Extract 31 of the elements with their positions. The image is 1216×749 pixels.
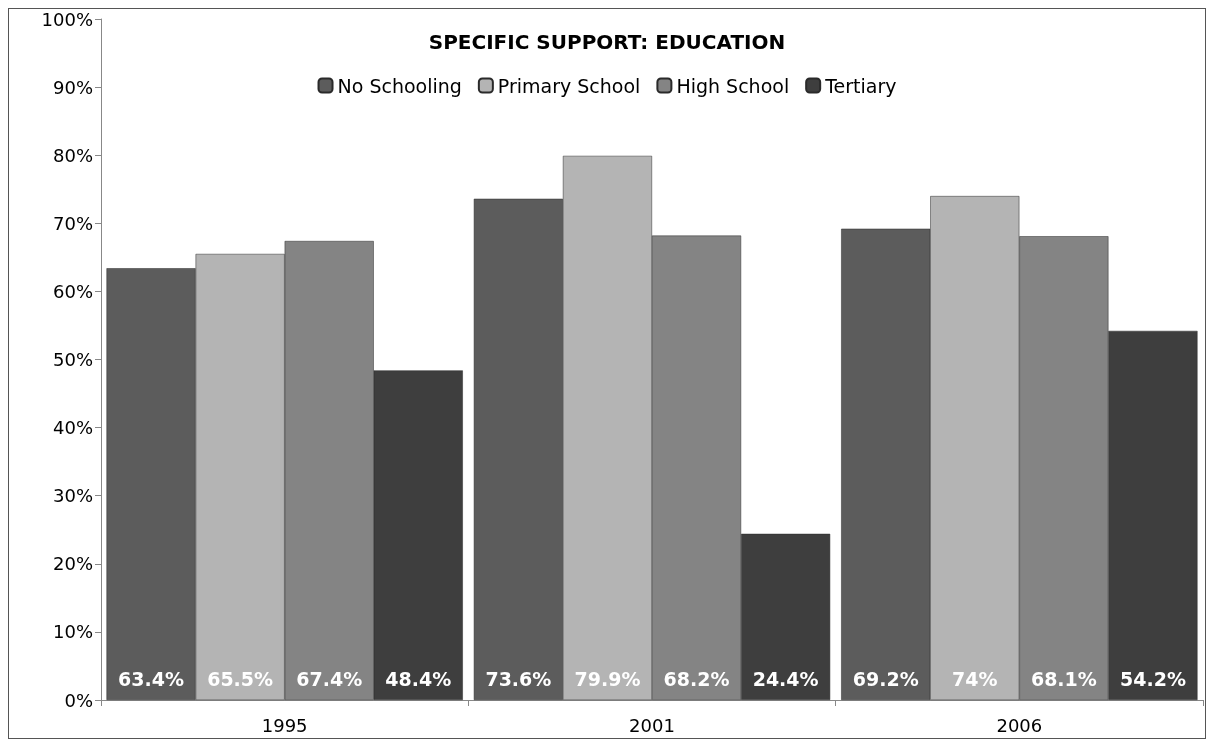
y-tick-label: 60% [52,280,93,302]
y-tick-label: 0% [64,689,93,711]
data-label: 68.2% [663,667,730,690]
data-label: 73.6% [485,667,552,690]
legend-label: High School [676,74,790,97]
y-tick-label: 30% [52,485,93,507]
x-tick-label: 1995 [261,714,308,736]
data-label: 54.2% [1119,667,1186,690]
text: SPECIFIC SUPPORT: EDUCATION [428,30,786,54]
legend-label: Primary School [497,74,641,97]
data-label: 68.1% [1030,667,1097,690]
data-label: 24.4% [752,667,819,690]
legend-label: Tertiary [824,74,897,97]
y-tick-label: 20% [52,553,93,575]
data-label: 74% [952,667,998,690]
y-tick-label: 90% [52,76,93,98]
x-tick-label: 2006 [996,714,1043,736]
x-tick-label: 2001 [629,714,675,736]
y-tick-label: 80% [52,144,93,166]
data-label: 69.2% [852,667,919,690]
y-tick-label: 40% [52,417,93,439]
data-label: 63.4% [118,667,185,690]
y-tick-label: 10% [52,621,93,643]
y-tick-label: 50% [52,349,93,370]
data-label: 79.9% [574,667,641,690]
y-tick-label: 100% [41,8,93,30]
y-tick-label: 70% [52,212,93,234]
legend-label: No Schooling [337,74,462,97]
data-label: 65.5% [207,667,274,690]
data-label: 48.4% [385,667,452,690]
data-label: 67.4% [296,667,363,690]
